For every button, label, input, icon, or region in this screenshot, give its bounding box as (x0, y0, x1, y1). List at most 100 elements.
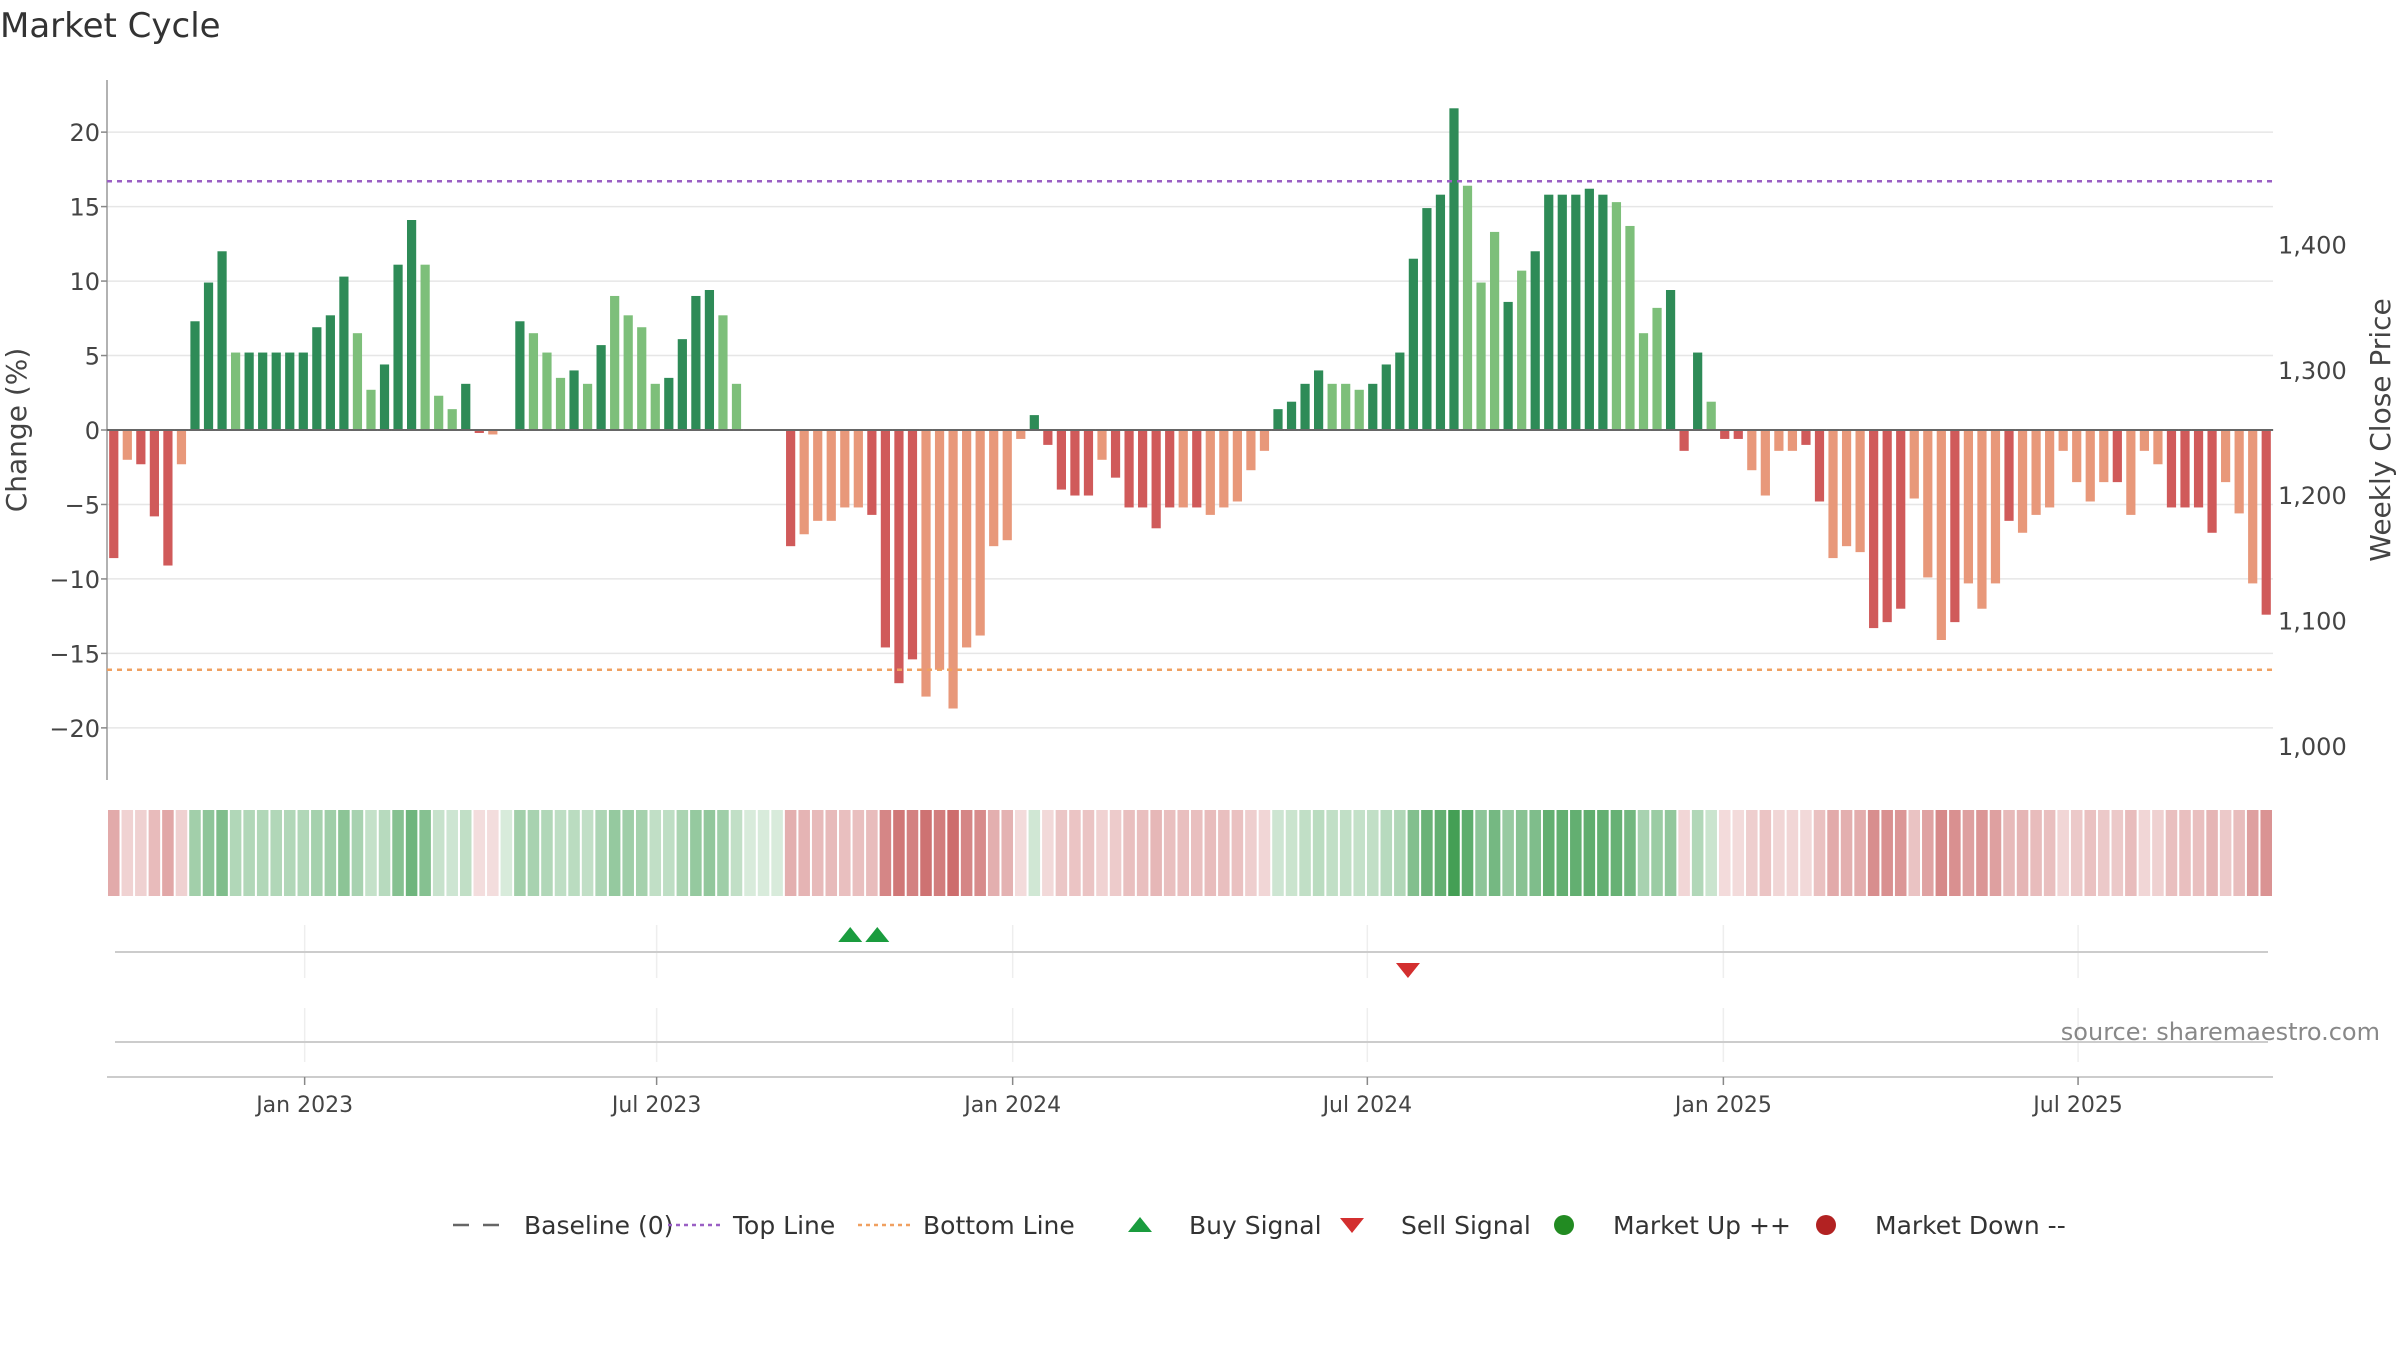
heatmap-cell (987, 810, 1000, 896)
heatmap-cell (1353, 810, 1365, 896)
heatmap-cell (1962, 810, 1975, 896)
heatmap-cell (338, 810, 350, 896)
heatmap-cell (1163, 810, 1176, 896)
y-tick-label: 10 (69, 268, 100, 296)
change-bar (677, 339, 687, 430)
change-bar (582, 383, 593, 430)
heatmap-cell (1231, 810, 1244, 896)
change-bar (488, 430, 498, 435)
change-bar (352, 333, 363, 430)
heatmap-cell (2125, 810, 2137, 896)
change-bar (1828, 430, 1838, 559)
change-bar (1138, 430, 1148, 508)
heatmap-cell (500, 810, 513, 896)
heatmap-cell (1475, 810, 1487, 896)
change-bar (1205, 430, 1215, 515)
change-bar (1855, 430, 1865, 553)
chart-title: Market Cycle (0, 6, 221, 46)
heatmap-cell (1502, 810, 1514, 896)
change-bar (1801, 430, 1811, 445)
change-bar (528, 333, 539, 430)
heatmap-cell (135, 810, 147, 896)
change-bar (2166, 430, 2177, 508)
change-bar (1083, 430, 1094, 496)
heatmap-cell (771, 810, 783, 896)
heatmap-cell (1894, 810, 1907, 896)
change-bar (1151, 430, 1161, 529)
change-bar (2099, 430, 2109, 483)
change-bar (975, 430, 985, 636)
legend-label: Buy Signal (1189, 1211, 1322, 1240)
y2-tick-label: 1,400 (2278, 231, 2347, 259)
change-bar (176, 430, 187, 465)
change-bar (894, 430, 904, 684)
heatmap-cell (1570, 810, 1582, 896)
heatmap-cell (1312, 810, 1325, 896)
change-bar (1760, 430, 1770, 496)
change-bar (1923, 430, 1933, 578)
change-bar (2017, 430, 2028, 533)
change-bar (447, 409, 457, 430)
legend-item-down: Market Down -- (1816, 1211, 2066, 1240)
change-bar (393, 264, 403, 430)
change-bar (1300, 383, 1310, 430)
change-bar (231, 352, 241, 430)
change-bar (515, 321, 525, 430)
heatmap-cell (757, 810, 770, 896)
change-bars (109, 108, 2271, 709)
y-tick-label: −15 (49, 640, 100, 668)
change-bar (1043, 430, 1053, 445)
change-bar (1422, 208, 1432, 430)
change-bar (271, 352, 281, 430)
change-bar (921, 430, 931, 697)
heatmap-cell (1245, 810, 1257, 896)
change-bar (880, 430, 891, 648)
change-bar (149, 430, 159, 517)
change-bar (1192, 430, 1202, 508)
change-bar (1584, 188, 1594, 430)
legend-label: Top Line (732, 1211, 835, 1240)
heatmap-cell (2192, 810, 2205, 896)
change-bar (2180, 430, 2190, 508)
change-bar (867, 430, 877, 515)
heatmap-cell (1597, 810, 1609, 896)
y-tick-label: 5 (85, 343, 100, 371)
change-bar (217, 251, 227, 430)
heatmap-cell (1827, 810, 1839, 896)
y2-axis-label: Weekly Close Price (2364, 298, 2397, 561)
change-bar (813, 430, 823, 521)
heatmap-cell (893, 810, 905, 896)
change-bar (1625, 225, 1635, 430)
heatmap-cell (663, 810, 675, 896)
legend-swatch-sell (1340, 1218, 1364, 1233)
heatmap-cell (1258, 810, 1271, 896)
change-bar (1557, 194, 1567, 430)
change-bar (1598, 194, 1608, 430)
heatmap-cell (2057, 810, 2069, 896)
heatmap-cell (879, 810, 892, 896)
change-bar (840, 430, 850, 508)
change-bar (1693, 352, 1703, 430)
change-bar (569, 370, 579, 430)
change-bar (1882, 430, 1892, 623)
heatmap-cell (784, 810, 797, 896)
heatmap-cell (121, 810, 134, 896)
heatmap-cell (1461, 810, 1474, 896)
heatmap-cell (2219, 810, 2232, 896)
heatmap-cell (1556, 810, 1569, 896)
change-bar (1517, 270, 1527, 430)
heatmap-cell (2111, 810, 2124, 896)
change-bar (2153, 430, 2163, 465)
heatmap-cell (947, 810, 959, 896)
heatmap-cell (1285, 810, 1298, 896)
change-bar (461, 383, 471, 430)
change-bar (1110, 430, 1121, 478)
cycle-heatmap-strip (108, 810, 2272, 896)
legend-item-buy: Buy Signal (1128, 1211, 1322, 1240)
y-tick-label: −20 (49, 715, 100, 743)
y-axis-ticks: 20 15 10 5 0 −5 −10 −15 −20 (49, 119, 107, 743)
change-bar (1747, 430, 1757, 471)
heatmap-cell (1732, 810, 1745, 896)
change-bar (1909, 430, 1919, 499)
